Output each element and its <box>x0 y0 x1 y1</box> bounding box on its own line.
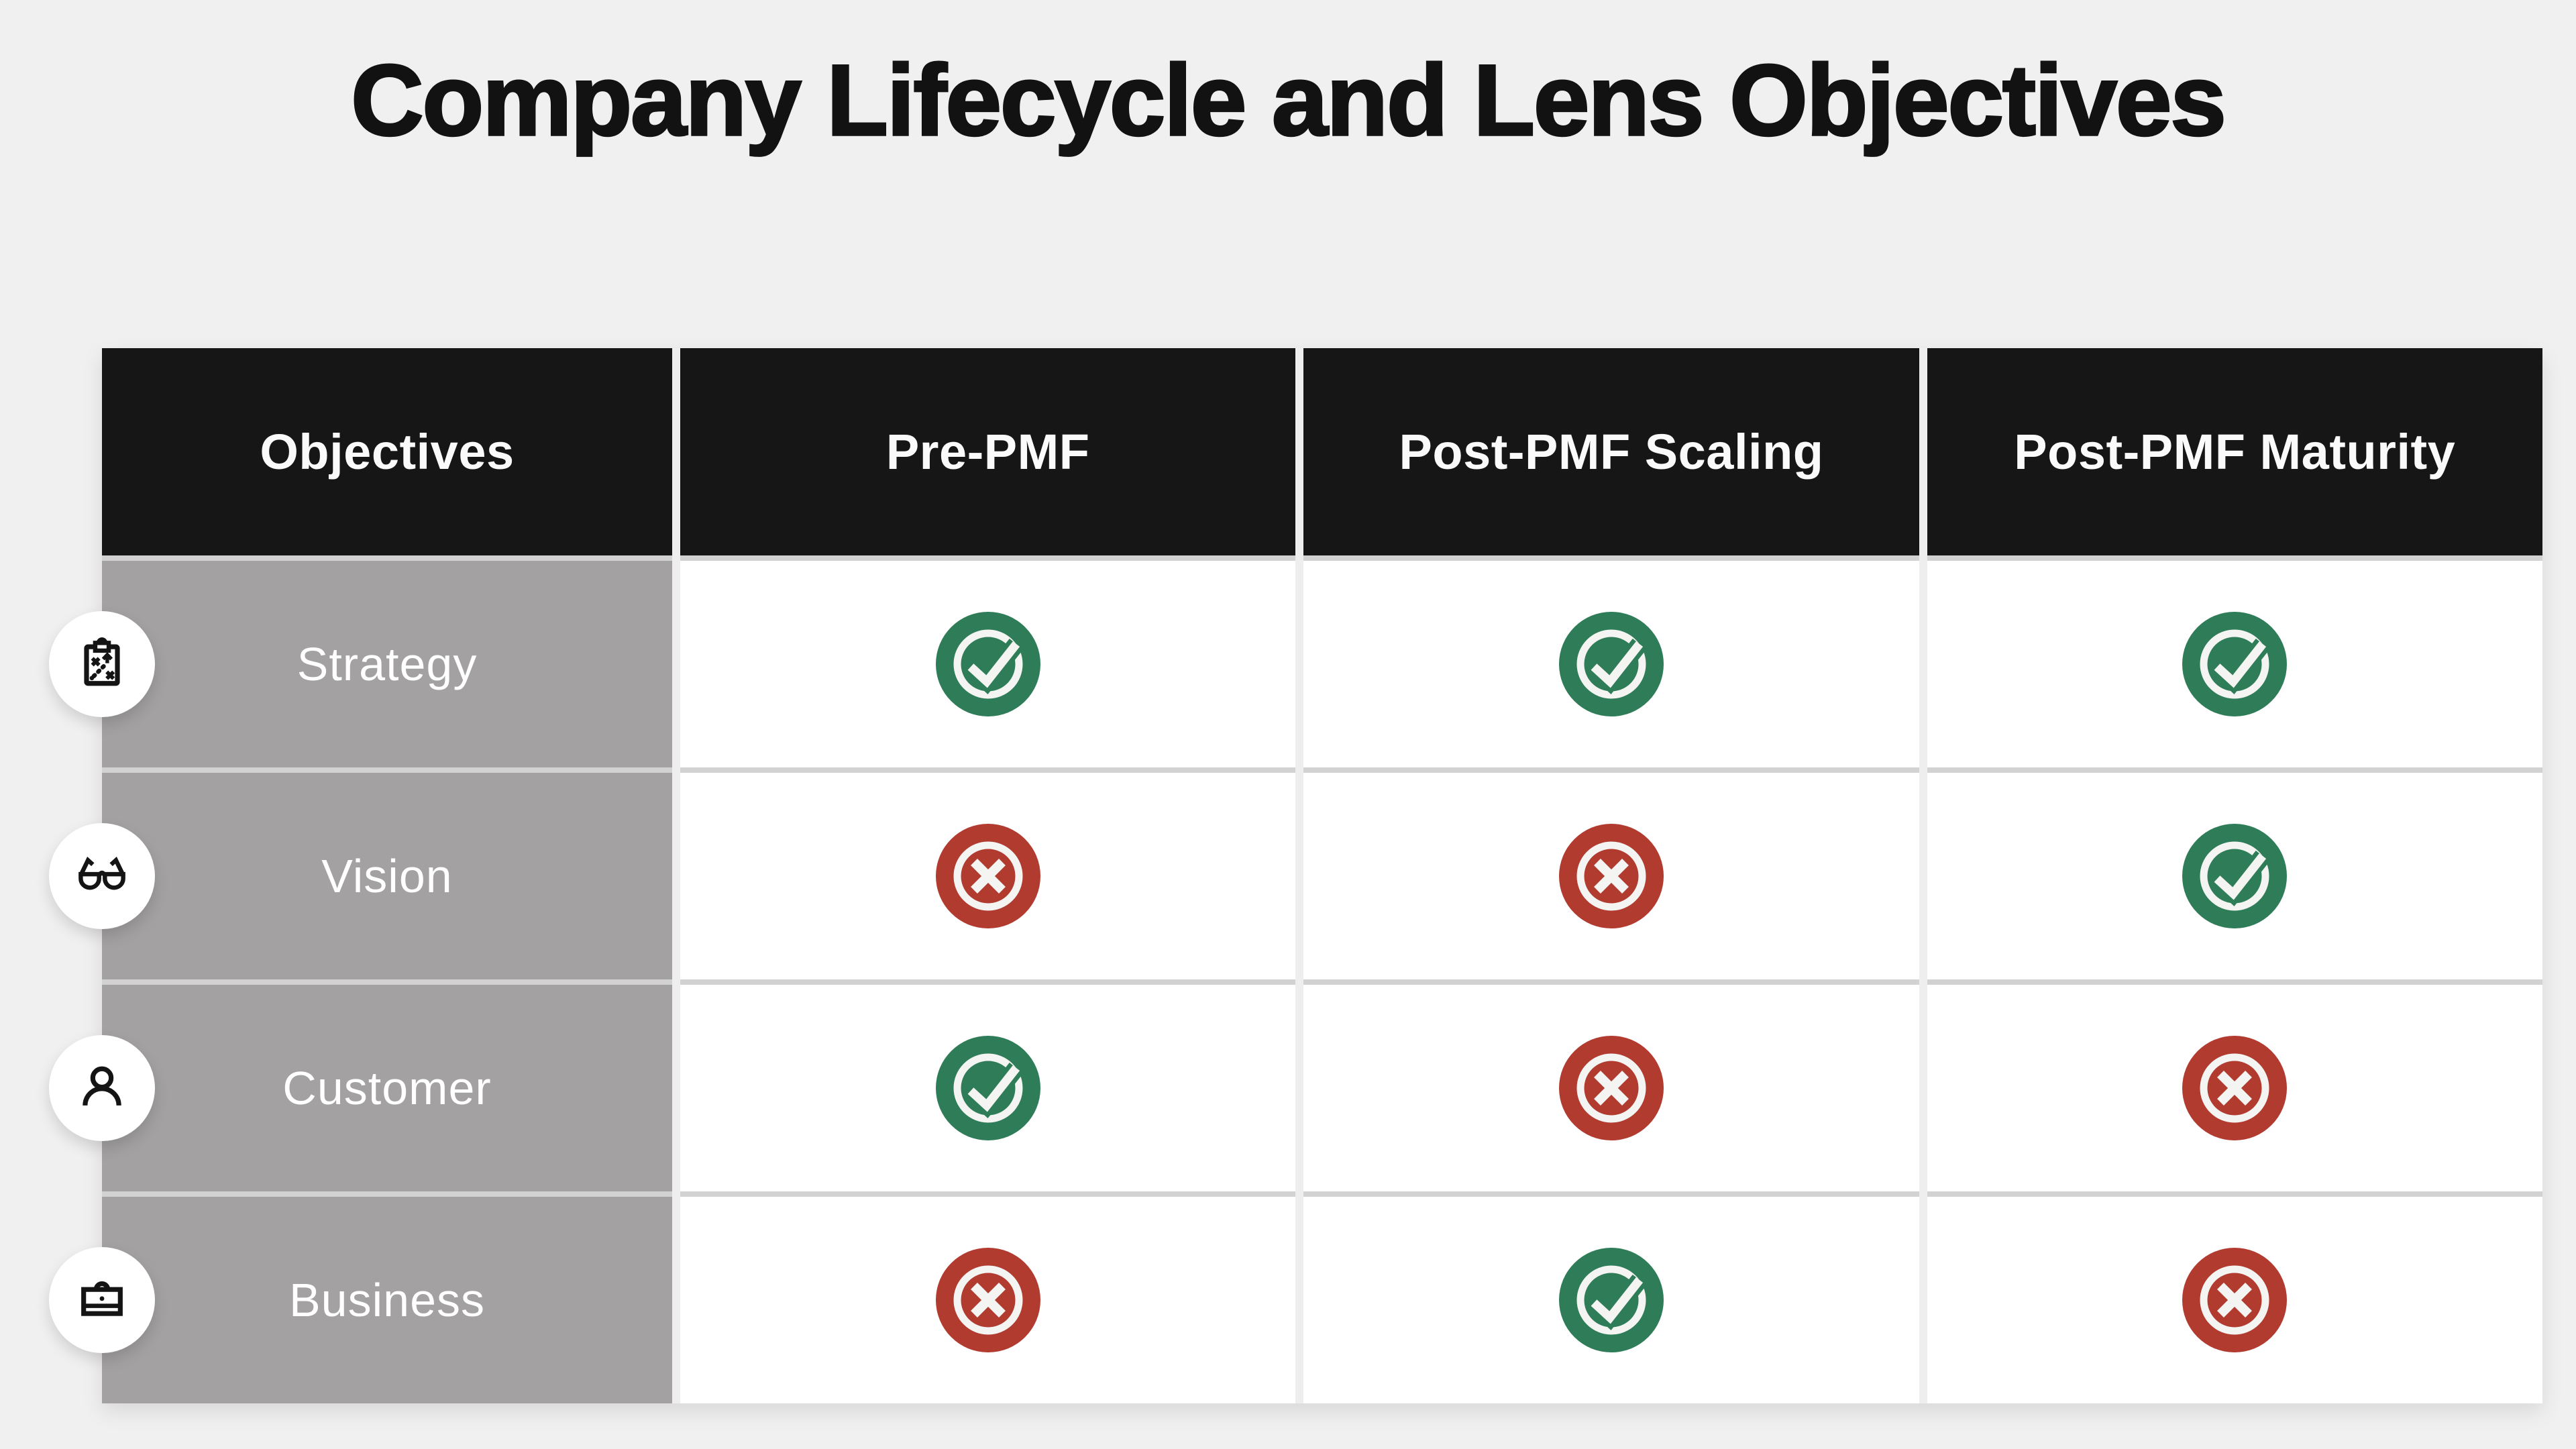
matrix-cell <box>1303 1197 1919 1403</box>
check-circle-icon <box>2181 822 2288 930</box>
row-label-vision: Vision <box>102 773 672 979</box>
x-circle-icon <box>934 1246 1042 1354</box>
column-header-post-pmf-maturity: Post-PMF Maturity <box>1927 348 2542 555</box>
column-post-pmf-maturity: Post-PMF Maturity <box>1927 348 2542 1403</box>
x-circle-icon <box>1558 822 1665 930</box>
matrix-cell <box>1303 561 1919 767</box>
glasses-icon <box>49 823 155 929</box>
column-header-post-pmf-scaling: Post-PMF Scaling <box>1303 348 1919 555</box>
page-title: Company Lifecycle and Lens Objectives <box>350 42 2227 158</box>
objectives-column: Objectives Strategy Vision Customer Busi… <box>102 348 672 1403</box>
strategy-clipboard-icon <box>49 611 155 717</box>
column-post-pmf-scaling: Post-PMF Scaling <box>1303 348 1919 1403</box>
row-label-customer: Customer <box>102 985 672 1191</box>
column-pre-pmf: Pre-PMF <box>680 348 1296 1403</box>
check-circle-icon <box>1558 1246 1665 1354</box>
matrix-cell <box>680 985 1296 1191</box>
matrix-cell <box>680 773 1296 979</box>
matrix-cell <box>1927 1197 2542 1403</box>
lifecycle-matrix-table: Objectives Strategy Vision Customer Busi… <box>102 348 2542 1403</box>
matrix-cell <box>1927 561 2542 767</box>
check-circle-icon <box>934 1034 1042 1142</box>
x-circle-icon <box>1558 1034 1665 1142</box>
row-label-strategy: Strategy <box>102 561 672 767</box>
check-circle-icon <box>1558 610 1665 718</box>
matrix-cell <box>1303 985 1919 1191</box>
column-header-pre-pmf: Pre-PMF <box>680 348 1296 555</box>
x-circle-icon <box>934 822 1042 930</box>
column-header-objectives: Objectives <box>102 348 672 555</box>
matrix-cell <box>680 1197 1296 1403</box>
matrix-cell <box>680 561 1296 767</box>
person-icon <box>49 1035 155 1141</box>
x-circle-icon <box>2181 1246 2288 1354</box>
row-label-business: Business <box>102 1197 672 1403</box>
check-circle-icon <box>2181 610 2288 718</box>
x-circle-icon <box>2181 1034 2288 1142</box>
matrix-cell <box>1927 985 2542 1191</box>
check-circle-icon <box>934 610 1042 718</box>
matrix-cell <box>1303 773 1919 979</box>
matrix-cell <box>1927 773 2542 979</box>
briefcase-icon <box>49 1247 155 1353</box>
